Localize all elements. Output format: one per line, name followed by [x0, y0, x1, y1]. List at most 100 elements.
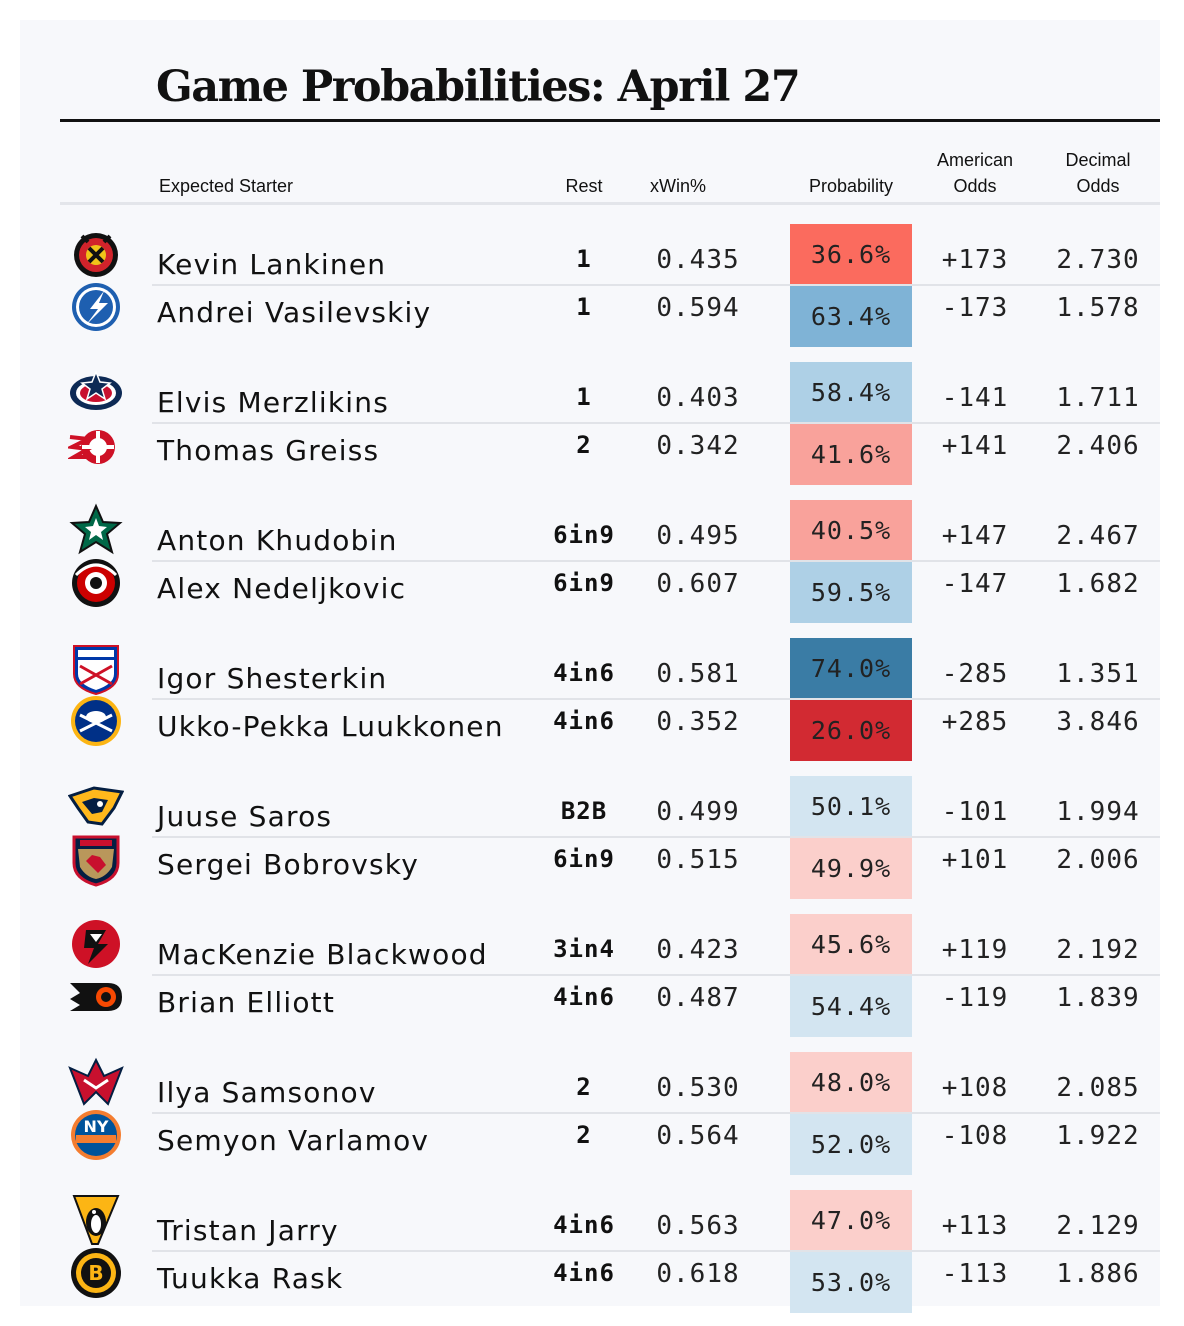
starter-name: Sergei Bobrovsky [157, 848, 419, 881]
decimal-odds-value: 1.922 [1056, 1121, 1140, 1151]
starter-name: Alex Nedeljkovic [157, 572, 407, 605]
american-odds-value: +113 [941, 1211, 1009, 1241]
pittsburgh-penguins-logo-icon [68, 1192, 124, 1248]
probability-cell: 54.4% [790, 976, 912, 1037]
new-jersey-devils-logo-icon [68, 916, 124, 972]
chicago-blackhawks-logo-icon [68, 226, 124, 282]
probability-cell: 45.6% [790, 914, 912, 975]
decimal-odds-value: 2.192 [1056, 935, 1140, 965]
american-odds-value: -141 [941, 383, 1009, 413]
american-odds-value: -285 [941, 659, 1009, 689]
rest-value: 4in6 [553, 659, 615, 687]
xwin-value: 0.495 [656, 521, 740, 551]
starter-name: Tristan Jarry [157, 1214, 339, 1247]
header-expected-starter: Expected Starter [158, 176, 294, 196]
svg-text:NY: NY [84, 1117, 109, 1136]
starter-name: Ilya Samsonov [157, 1076, 377, 1109]
rest-value: 2 [576, 1073, 592, 1101]
probability-cell: 49.9% [790, 838, 912, 899]
rest-value: 4in6 [553, 983, 615, 1011]
rest-value: 2 [576, 431, 592, 459]
header-decimal-odds: Decimal Odds [1038, 147, 1158, 199]
xwin-value: 0.563 [656, 1211, 740, 1241]
starter-name: Semyon Varlamov [157, 1124, 430, 1157]
decimal-odds-value: 2.085 [1056, 1073, 1140, 1103]
american-odds-value: +101 [941, 845, 1009, 875]
xwin-value: 0.352 [656, 707, 740, 737]
xwin-value: 0.435 [656, 245, 740, 275]
probability-cell: 36.6% [790, 224, 912, 285]
rest-value: 6in9 [553, 521, 615, 549]
team-row-separator [152, 284, 1160, 286]
team-row-separator [152, 422, 1160, 424]
carolina-hurricanes-logo-icon [68, 555, 124, 611]
starter-name: Thomas Greiss [157, 434, 380, 467]
team-row-separator [152, 560, 1160, 562]
decimal-odds-value: 1.839 [1056, 983, 1140, 1013]
xwin-value: 0.581 [656, 659, 740, 689]
probability-cell: 53.0% [790, 1252, 912, 1313]
xwin-value: 0.487 [656, 983, 740, 1013]
header-american-odds-line2: Odds [953, 176, 997, 196]
rest-value: B2B [560, 797, 608, 825]
starter-name: Juuse Saros [157, 800, 333, 833]
american-odds-value: +173 [941, 245, 1009, 275]
starter-name: Tuukka Rask [157, 1262, 344, 1295]
probability-cell: 52.0% [790, 1114, 912, 1175]
decimal-odds-value: 1.682 [1056, 569, 1140, 599]
xwin-value: 0.403 [656, 383, 740, 413]
rest-value: 1 [576, 293, 592, 321]
rest-value: 1 [576, 245, 592, 273]
xwin-value: 0.530 [656, 1073, 740, 1103]
decimal-odds-value: 2.467 [1056, 521, 1140, 551]
xwin-value: 0.423 [656, 935, 740, 965]
team-row-separator [152, 698, 1160, 700]
american-odds-value: -101 [941, 797, 1009, 827]
header-american-odds: American Odds [915, 147, 1035, 199]
team-row-separator [152, 1112, 1160, 1114]
columbus-blue-jackets-logo-icon [68, 364, 124, 420]
american-odds-value: +147 [941, 521, 1009, 551]
rest-value: 4in6 [553, 1259, 615, 1287]
buffalo-sabres-logo-icon [68, 693, 124, 749]
rest-value: 1 [576, 383, 592, 411]
american-odds-value: -147 [941, 569, 1009, 599]
team-row-separator [152, 836, 1160, 838]
header-decimal-odds-line1: Decimal [1065, 150, 1131, 170]
rest-value: 4in6 [553, 707, 615, 735]
xwin-value: 0.564 [656, 1121, 740, 1151]
new-york-islanders-logo-icon: NY [68, 1107, 124, 1163]
dallas-stars-logo-icon [68, 502, 124, 558]
header-decimal-odds-line2: Odds [1076, 176, 1120, 196]
decimal-odds-value: 2.406 [1056, 431, 1140, 461]
probability-cell: 48.0% [790, 1052, 912, 1113]
probability-cell: 59.5% [790, 562, 912, 623]
header-american-odds-line1: American [936, 150, 1014, 170]
xwin-value: 0.594 [656, 293, 740, 323]
tampa-bay-lightning-logo-icon [68, 279, 124, 335]
xwin-value: 0.515 [656, 845, 740, 875]
probability-cell: 26.0% [790, 700, 912, 761]
svg-text:B: B [88, 1261, 103, 1285]
probability-cell: 50.1% [790, 776, 912, 837]
probability-cell: 58.4% [790, 362, 912, 423]
american-odds-value: -113 [941, 1259, 1009, 1289]
header-rule [60, 202, 1160, 205]
decimal-odds-value: 1.578 [1056, 293, 1140, 323]
decimal-odds-value: 3.846 [1056, 707, 1140, 737]
decimal-odds-value: 2.129 [1056, 1211, 1140, 1241]
starter-name: Anton Khudobin [157, 524, 398, 557]
starter-name: Brian Elliott [157, 986, 336, 1019]
nashville-predators-logo-icon [68, 778, 124, 834]
decimal-odds-value: 1.351 [1056, 659, 1140, 689]
xwin-value: 0.342 [656, 431, 740, 461]
decimal-odds-value: 1.886 [1056, 1259, 1140, 1289]
starter-name: MacKenzie Blackwood [157, 938, 488, 971]
header-probability: Probability [808, 176, 894, 196]
american-odds-value: +108 [941, 1073, 1009, 1103]
starter-name: Elvis Merzlikins [157, 386, 389, 419]
starter-name: Andrei Vasilevskiy [157, 296, 432, 329]
xwin-value: 0.607 [656, 569, 740, 599]
rest-value: 6in9 [553, 845, 615, 873]
rest-value: 2 [576, 1121, 592, 1149]
